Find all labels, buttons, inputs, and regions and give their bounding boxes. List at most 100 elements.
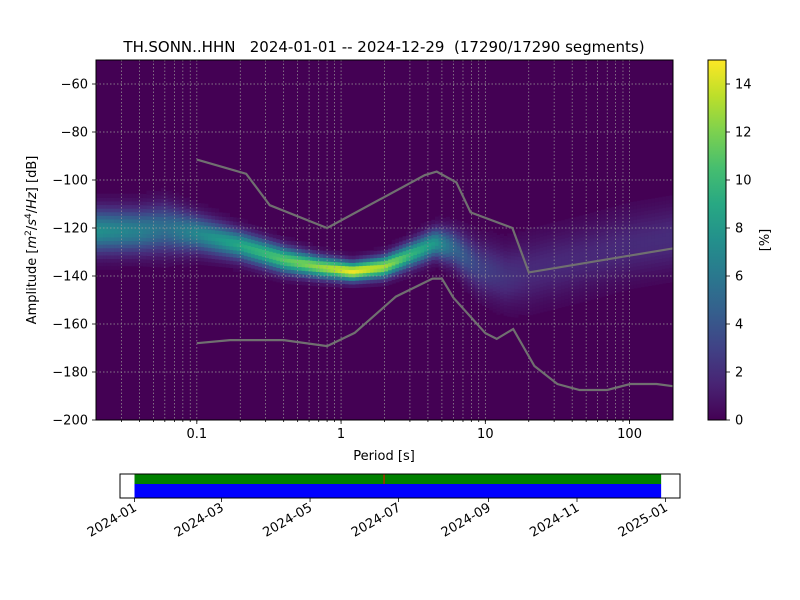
- heatmap-cell: [164, 212, 169, 218]
- heatmap-cell: [629, 241, 634, 246]
- heatmap-cell: [225, 238, 231, 243]
- heatmap-cell: [496, 238, 501, 243]
- heatmap-cell: [380, 249, 386, 255]
- heatmap-cell: [142, 208, 148, 213]
- heatmap-cell: [492, 250, 497, 255]
- heatmap-cell: [388, 251, 393, 256]
- heatmap-cell: [629, 223, 634, 228]
- heatmap-cell: [510, 291, 515, 296]
- heatmap-cell: [200, 232, 205, 237]
- heatmap-cell: [611, 267, 616, 273]
- heatmap-cell: [362, 265, 368, 270]
- heatmap-cell: [388, 244, 393, 249]
- heatmap-cell: [564, 302, 570, 307]
- heatmap-cell: [517, 303, 523, 308]
- heatmap-cell: [416, 253, 422, 258]
- heatmap-cell: [453, 269, 458, 274]
- heatmap-cell: [514, 266, 519, 271]
- heatmap-cell: [330, 279, 335, 284]
- heatmap-cell: [225, 259, 231, 265]
- y-label-part: ] [dB]: [25, 156, 40, 193]
- heatmap-cell: [543, 231, 548, 237]
- heatmap-cell: [146, 248, 151, 253]
- heatmap-cell: [312, 267, 317, 272]
- heatmap-cell: [395, 249, 400, 254]
- heatmap-cell: [103, 193, 108, 198]
- heatmap-cell: [142, 211, 148, 217]
- heatmap-cell: [269, 258, 274, 263]
- heatmap-cell: [460, 257, 465, 263]
- heatmap-cell: [160, 213, 166, 218]
- heatmap-cell: [124, 262, 130, 267]
- heatmap-cell: [474, 255, 479, 261]
- heatmap-cell: [626, 206, 631, 211]
- heatmap-cell: [525, 307, 530, 312]
- heatmap-cell: [582, 232, 588, 237]
- heatmap-cell: [265, 239, 270, 244]
- heatmap-cell: [103, 222, 108, 227]
- heatmap-cell: [633, 212, 638, 217]
- heatmap-cell: [211, 251, 216, 256]
- heatmap-cell: [121, 247, 126, 252]
- heatmap-cell: [517, 231, 523, 236]
- heatmap-cell: [110, 200, 115, 206]
- heatmap-cell: [211, 222, 216, 227]
- heatmap-cell: [175, 199, 180, 204]
- heatmap-cell: [582, 218, 588, 223]
- heatmap-cell: [665, 232, 670, 237]
- heatmap-cell: [189, 232, 194, 237]
- heatmap-cell: [622, 261, 627, 266]
- heatmap-cell: [608, 268, 613, 274]
- heatmap-cell: [121, 254, 126, 260]
- heatmap-cell: [507, 272, 512, 278]
- heatmap-cell: [514, 245, 519, 250]
- heatmap-cell: [445, 249, 451, 254]
- heatmap-cell: [106, 262, 112, 267]
- heatmap-cell: [636, 211, 642, 216]
- heatmap-cell: [543, 293, 548, 298]
- heatmap-cell: [510, 287, 515, 293]
- heatmap-cell: [615, 230, 620, 236]
- heatmap-cell: [636, 218, 642, 223]
- heatmap-cell: [344, 262, 350, 267]
- heatmap-cell: [575, 277, 580, 282]
- heatmap-cell: [355, 258, 360, 263]
- heatmap-cell: [647, 242, 652, 247]
- heatmap-cell: [611, 264, 616, 269]
- heatmap-cell: [164, 220, 169, 225]
- heatmap-cell: [265, 260, 270, 266]
- heatmap-cell: [442, 217, 447, 223]
- heatmap-cell: [157, 198, 162, 203]
- heatmap-cell: [626, 217, 631, 222]
- heatmap-cell: [272, 277, 277, 282]
- heatmap-cell: [572, 253, 577, 258]
- heatmap-cell: [564, 251, 570, 256]
- heatmap-cell: [427, 256, 432, 262]
- heatmap-cell: [283, 258, 288, 263]
- heatmap-cell: [640, 221, 645, 226]
- heatmap-cell: [553, 250, 559, 255]
- heatmap-cell: [532, 252, 537, 257]
- heatmap-cell: [543, 296, 548, 301]
- heatmap-cell: [507, 298, 512, 303]
- heatmap-cell: [626, 245, 631, 251]
- heatmap-cell: [121, 218, 126, 224]
- heatmap-cell: [626, 256, 631, 261]
- heatmap-cell: [103, 204, 108, 209]
- heatmap-cell: [629, 227, 634, 232]
- heatmap-cell: [525, 278, 530, 284]
- heatmap-cell: [492, 243, 497, 248]
- heatmap-cell: [474, 266, 479, 271]
- heatmap-cell: [283, 265, 288, 270]
- heatmap-cell: [272, 252, 277, 257]
- heatmap-cell: [305, 270, 310, 275]
- heatmap-cell: [164, 248, 169, 254]
- heatmap-cell: [629, 270, 634, 275]
- heatmap-cell: [510, 244, 515, 249]
- heatmap-cell: [644, 257, 649, 262]
- heatmap-cell: [463, 237, 469, 242]
- heatmap-cell: [355, 262, 360, 267]
- heatmap-cell: [157, 245, 162, 250]
- heatmap-cell: [402, 275, 407, 281]
- heatmap-cell: [204, 232, 209, 237]
